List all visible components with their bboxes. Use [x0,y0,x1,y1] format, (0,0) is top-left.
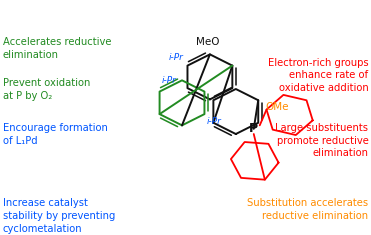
Text: i-Pr: i-Pr [206,117,221,126]
Text: i-Pr: i-Pr [168,53,184,62]
Text: OMe: OMe [266,102,289,112]
Text: Encourage formation
of L₁Pd: Encourage formation of L₁Pd [3,123,108,145]
Text: P: P [249,122,258,135]
Text: Increase catalyst
stability by preventing
cyclometalation: Increase catalyst stability by preventin… [3,198,115,234]
Text: Electron-rich groups
enhance rate of
oxidative addition: Electron-rich groups enhance rate of oxi… [268,58,368,93]
Text: Substitution accelerates
reductive elimination: Substitution accelerates reductive elimi… [247,198,368,221]
Text: i-Pr: i-Pr [162,76,177,85]
Text: Accelerates reductive
elimination: Accelerates reductive elimination [3,37,111,60]
Text: Prevent oxidation
at P by O₂: Prevent oxidation at P by O₂ [3,78,90,101]
Text: MeO: MeO [196,37,220,47]
Text: Large substituents
promote reductive
elimination: Large substituents promote reductive eli… [275,123,368,158]
